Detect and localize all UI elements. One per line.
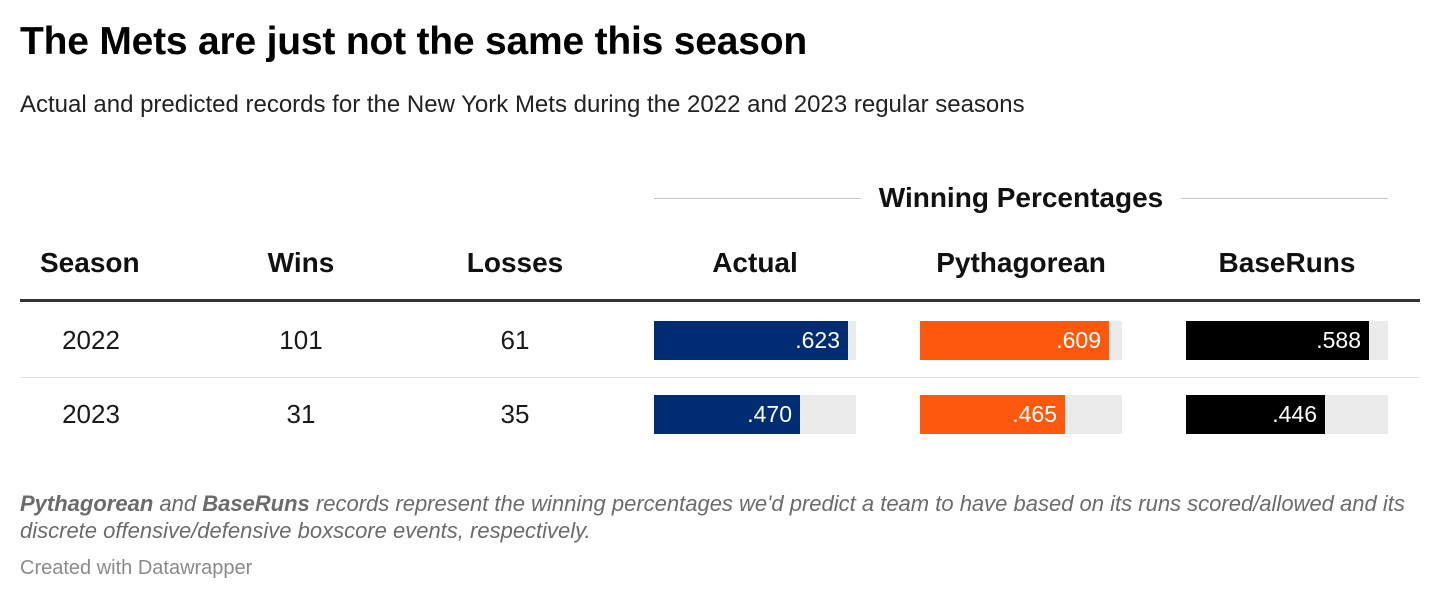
bar-baseruns: .588 [1186,320,1369,360]
cell-wins: 31 [286,399,316,429]
bar-track-pythagorean: .609 [920,320,1122,360]
group-header-rule-left [654,197,861,199]
bar-track-pythagorean: .465 [920,394,1122,434]
group-header-rule-right [1181,197,1389,199]
bar-pythagorean: .609 [920,320,1109,360]
bar-actual: .623 [654,320,848,360]
cell-losses: 61 [500,325,530,355]
bar-pythagorean: .465 [920,394,1065,434]
column-header-baseruns: BaseRuns [1218,247,1356,278]
bar-label-baseruns: .446 [1272,400,1317,427]
group-header-label: Winning Percentages [878,182,1164,213]
bar-track-actual: .623 [654,320,856,360]
footnote-text: records represent the winning percentage… [20,491,1405,543]
column-header-actual: Actual [712,247,798,278]
cell-losses: 35 [500,399,530,429]
winning-percentages-group-header: Winning Percentages [654,178,1389,218]
cell-wins: 101 [279,325,323,355]
footnote-term-pythagorean: Pythagorean [20,491,154,516]
footnote-term-baseruns: BaseRuns [202,491,310,516]
bar-label-pythagorean: .609 [1056,326,1101,353]
bar-label-actual: .470 [747,400,792,427]
bar-actual: .470 [654,394,800,434]
column-header-pythagorean: Pythagorean [936,247,1106,278]
cell-season: 2023 [62,399,120,429]
bar-label-baseruns: .588 [1316,326,1361,353]
bar-track-baseruns: .588 [1186,320,1388,360]
header-divider [20,299,1420,302]
column-header-losses: Losses [466,247,564,278]
footnote: Pythagorean and BaseRuns records represe… [20,490,1420,544]
footnote-and: and [153,491,203,516]
bar-label-actual: .623 [795,326,840,353]
bar-track-baseruns: .446 [1186,394,1388,434]
chart-title: The Mets are just not the same this seas… [20,20,807,63]
bar-label-pythagorean: .465 [1012,400,1057,427]
bar-track-actual: .470 [654,394,856,434]
chart-subtitle: Actual and predicted records for the New… [20,91,1025,118]
row-divider [20,377,1420,378]
credit-line: Created with Datawrapper [20,557,253,579]
column-header-season: Season [40,247,140,278]
column-header-wins: Wins [267,247,335,278]
bar-baseruns: .446 [1186,394,1325,434]
cell-season: 2022 [62,325,120,355]
